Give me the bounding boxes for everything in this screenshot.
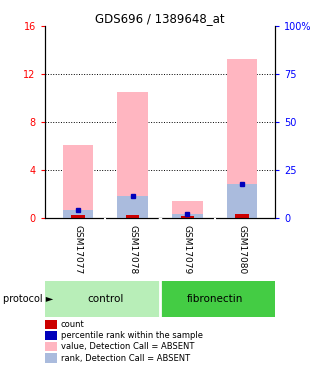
Text: fibronectin: fibronectin (187, 294, 243, 304)
Bar (236, 214, 249, 217)
Bar (63, 145, 93, 218)
Bar (227, 184, 257, 218)
Bar (71, 215, 84, 217)
Text: GSM17080: GSM17080 (238, 225, 247, 274)
Text: GSM17078: GSM17078 (128, 225, 137, 274)
Bar (63, 210, 93, 218)
Bar (172, 214, 203, 217)
Text: value, Detection Call = ABSENT: value, Detection Call = ABSENT (61, 342, 194, 351)
Bar (172, 201, 203, 217)
Bar (126, 215, 140, 217)
Title: GDS696 / 1389648_at: GDS696 / 1389648_at (95, 12, 225, 25)
Text: GSM17079: GSM17079 (183, 225, 192, 274)
Bar (117, 92, 148, 218)
Bar (180, 216, 194, 217)
Bar (227, 58, 257, 217)
Bar (117, 196, 148, 217)
Text: count: count (61, 320, 84, 329)
Text: rank, Detection Call = ABSENT: rank, Detection Call = ABSENT (61, 354, 190, 363)
Text: control: control (87, 294, 123, 304)
Text: protocol ►: protocol ► (3, 294, 53, 304)
Bar (160, 281, 275, 317)
Bar (45, 281, 160, 317)
Text: GSM17077: GSM17077 (73, 225, 82, 274)
Text: percentile rank within the sample: percentile rank within the sample (61, 331, 203, 340)
